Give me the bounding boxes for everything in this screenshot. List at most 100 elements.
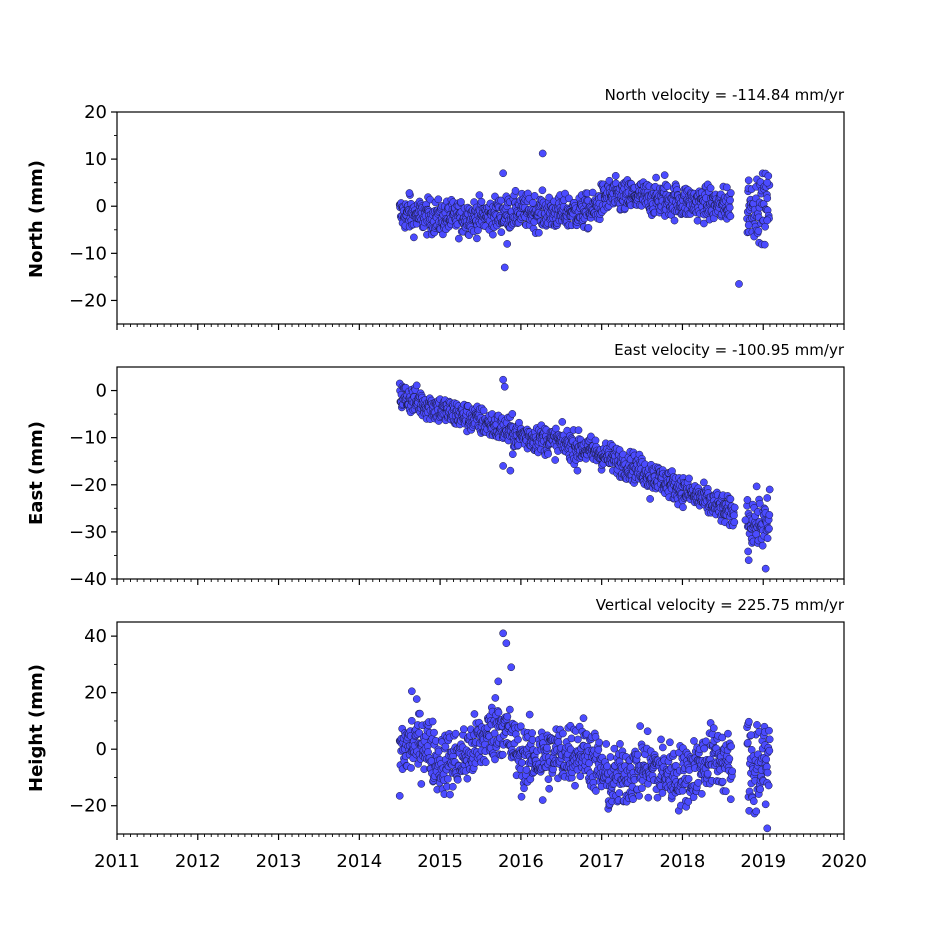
height-x-tick-label: 2016 <box>498 851 544 872</box>
height-x-tick-label: 2018 <box>660 851 706 872</box>
east-data-point <box>412 381 421 390</box>
height-data-point <box>494 708 503 717</box>
height-y-axis-label: Height (mm) <box>26 664 47 792</box>
north-data-point <box>744 176 753 185</box>
north-data-point <box>511 186 520 195</box>
east-y-tick-label: −30 <box>69 522 107 543</box>
height-data-point <box>700 744 709 753</box>
height-data-point <box>658 789 667 797</box>
north-data-point <box>410 233 418 242</box>
height-data-point <box>567 734 576 743</box>
east-data-point <box>508 450 517 459</box>
east-data-point <box>744 556 753 565</box>
north-data-point <box>652 173 660 182</box>
east-data-point <box>506 466 515 475</box>
east-data-point <box>730 511 738 520</box>
height-data-point <box>453 775 462 784</box>
north-data-point <box>723 183 731 192</box>
height-data-point <box>448 782 457 791</box>
north-data-points <box>395 149 774 288</box>
height-data-point <box>747 745 756 754</box>
height-data-point <box>592 787 600 795</box>
height-data-point <box>528 735 537 744</box>
height-data-point <box>635 792 643 800</box>
north-data-point <box>660 171 669 179</box>
north-data-point <box>611 171 620 180</box>
north-data-point <box>455 234 463 243</box>
height-data-point <box>765 735 774 744</box>
height-data-point <box>481 758 490 767</box>
height-data-point <box>726 795 735 804</box>
height-data-point <box>416 709 424 718</box>
height-data-point <box>636 722 645 730</box>
height-data-point <box>749 797 758 806</box>
east-data-point <box>752 482 761 491</box>
north-data-point <box>405 189 414 197</box>
height-data-point <box>470 710 479 718</box>
height-data-point <box>690 737 698 745</box>
height-data-point <box>684 775 693 783</box>
height-data-point <box>752 807 761 816</box>
height-x-tick-label: 2020 <box>821 851 867 872</box>
height-data-point <box>753 721 761 729</box>
height-data-point <box>502 639 511 648</box>
height-data-point <box>724 729 732 738</box>
height-data-point <box>395 791 404 800</box>
east-data-point <box>730 503 739 512</box>
north-data-point <box>499 169 507 178</box>
height-x-tick-label: 2015 <box>417 851 463 872</box>
north-y-tick-label: 20 <box>84 102 107 123</box>
height-y-tick-label: 20 <box>84 683 107 704</box>
height-data-point <box>744 717 753 726</box>
height-data-point <box>494 677 503 686</box>
north-data-point <box>726 196 734 205</box>
north-data-point <box>754 227 763 235</box>
height-data-point <box>678 786 687 795</box>
height-data-point <box>610 744 619 753</box>
east-data-points <box>395 375 774 573</box>
height-data-point <box>591 733 600 741</box>
east-data-point <box>508 410 517 418</box>
height-data-point <box>615 789 624 797</box>
height-data-point <box>697 789 706 798</box>
north-data-point <box>500 263 509 272</box>
height-data-point <box>516 722 525 731</box>
height-data-point <box>545 784 554 793</box>
north-data-point <box>530 192 539 200</box>
height-data-point <box>709 724 718 732</box>
height-data-point <box>764 781 773 790</box>
height-data-point <box>507 663 516 672</box>
height-data-point <box>629 795 637 804</box>
east-data-point <box>755 499 764 508</box>
north-data-point <box>588 188 597 197</box>
height-data-point <box>743 738 752 747</box>
north-data-point <box>693 216 702 225</box>
height-data-point <box>765 746 774 755</box>
height-data-point <box>518 758 526 767</box>
east-data-point <box>499 375 507 384</box>
height-data-point <box>725 754 734 763</box>
height-data-point <box>756 785 765 794</box>
height-data-point <box>638 784 646 792</box>
height-data-point <box>718 733 727 742</box>
height-data-point <box>428 717 437 726</box>
height-data-point <box>702 737 710 746</box>
east-data-point <box>761 564 770 573</box>
north-data-point <box>670 216 679 225</box>
height-data-point <box>703 769 712 778</box>
height-data-point <box>417 780 426 788</box>
height-data-point <box>444 775 452 783</box>
east-data-point <box>679 503 687 512</box>
north-data-point <box>538 149 547 158</box>
east-data-point <box>544 450 552 458</box>
height-data-point <box>606 753 615 761</box>
east-y-tick-label: −10 <box>69 428 107 449</box>
height-y-tick-label: 0 <box>96 739 107 760</box>
north-data-point <box>538 186 547 195</box>
north-data-point <box>725 203 734 212</box>
east-panel: East velocity = -100.95 mm/yr East (mm) … <box>26 341 845 590</box>
north-data-point <box>763 216 772 225</box>
height-data-points <box>395 629 774 833</box>
height-data-point <box>528 729 537 737</box>
height-data-point <box>525 710 534 719</box>
